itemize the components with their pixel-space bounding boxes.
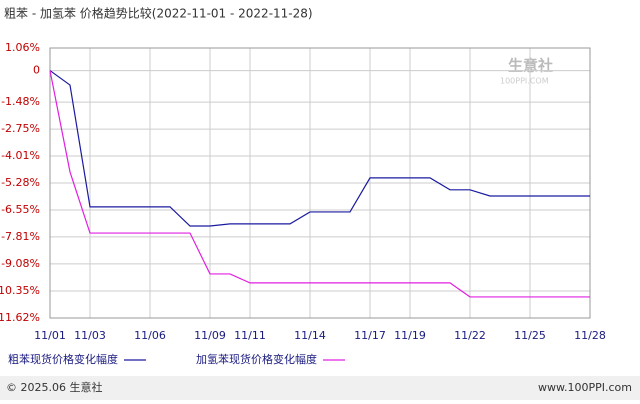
x-tick-label: 11/14 (294, 329, 326, 342)
x-tick-label: 11/06 (134, 329, 166, 342)
y-tick-label: -2.75% (1, 122, 40, 135)
y-tick-label: -5.28% (1, 176, 40, 189)
footer-right: www.100PPI.com (538, 381, 632, 394)
y-tick-label: -10.35% (0, 284, 40, 297)
watermark: 生意社 (508, 57, 553, 75)
x-tick-label: 11/17 (354, 329, 386, 342)
x-tick-label: 11/11 (234, 329, 266, 342)
legend-label: 粗苯现货价格变化幅度 (8, 352, 118, 366)
y-tick-label: -11.62% (0, 311, 40, 324)
x-tick-label: 11/03 (74, 329, 106, 342)
watermark-sub: 100PPI.COM (500, 77, 549, 86)
x-tick-label: 11/28 (574, 329, 606, 342)
footer-bar (0, 376, 640, 400)
series-line (49, 70, 590, 227)
chart-title: 粗苯 - 加氢苯 价格趋势比较(2022-11-01 - 2022-11-28) (4, 6, 313, 21)
plot-border (49, 47, 591, 319)
y-tick-label: -6.55% (1, 203, 40, 216)
y-tick-label: -9.08% (1, 257, 40, 270)
series-line (49, 70, 590, 298)
x-tick-label: 11/25 (514, 329, 546, 342)
y-tick-label: -7.81% (1, 230, 40, 243)
x-tick-label: 11/22 (454, 329, 486, 342)
y-tick-label: -1.48% (1, 95, 40, 108)
y-tick-label: -4.01% (1, 149, 40, 162)
x-tick-label: 11/19 (394, 329, 426, 342)
y-tick-label: 0 (33, 64, 40, 77)
x-tick-label: 11/01 (34, 329, 66, 342)
footer-left: © 2025.06 生意社 (6, 380, 102, 394)
y-tick-label: 1.06% (5, 41, 40, 54)
legend-label: 加氢苯现货价格变化幅度 (196, 352, 317, 366)
x-tick-label: 11/09 (194, 329, 226, 342)
